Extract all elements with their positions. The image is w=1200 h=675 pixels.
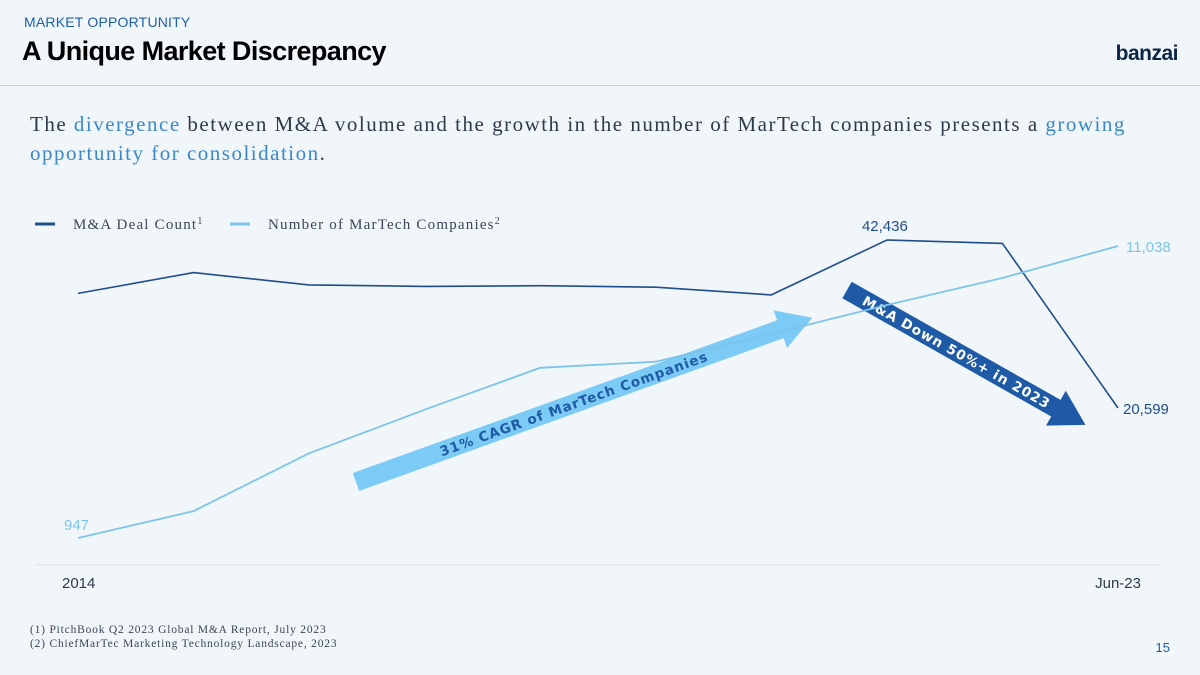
- section-eyebrow: MARKET OPPORTUNITY: [24, 14, 191, 30]
- page-title: A Unique Market Discrepancy: [22, 36, 387, 66]
- cagr-arrow: 31% CAGR of MarTech Companies: [352, 310, 813, 491]
- subtitle-highlight-opportunity: growing opportunity for consolidation: [30, 112, 1126, 165]
- chart-legend: M&A Deal Count1 Number of MarTech Compani…: [35, 216, 501, 234]
- x-label-end: Jun-23: [1095, 575, 1141, 592]
- decline-arrow-label: M&A Down 50%+ in 2023: [859, 293, 1053, 412]
- data-label-ma-peak: 42,436: [862, 218, 908, 235]
- data-label-martech-start: 947: [64, 517, 89, 534]
- subtitle-highlight-divergence: divergence: [73, 112, 181, 136]
- decline-arrow-shape: [842, 281, 1086, 426]
- annotation-arrows: 31% CAGR of MarTech Companies M&A Down 50…: [352, 281, 1086, 491]
- legend-ma-deal-count-label: M&A Deal Count1: [73, 216, 204, 234]
- series-line-martech-companies: [77, 245, 1119, 539]
- footnote-2: (2) ChiefMarTec Marketing Technology Lan…: [30, 638, 338, 650]
- x-axis-labels: 2014 Jun-23: [62, 575, 1141, 592]
- data-label-ma-end: 20,599: [1123, 401, 1169, 418]
- footnote-1: (1) PitchBook Q2 2023 Global M&A Report,…: [30, 624, 327, 636]
- data-label-martech-end: 11,038: [1126, 239, 1171, 256]
- brand-logo: banzai: [1115, 42, 1179, 65]
- footnotes: (1) PitchBook Q2 2023 Global M&A Report,…: [30, 623, 337, 651]
- data-labels: 42,436 20,599 947 11,038: [64, 218, 1171, 534]
- chart-series: [77, 239, 1119, 539]
- x-label-start: 2014: [62, 575, 95, 592]
- series-line-ma-deal-count: [77, 239, 1119, 409]
- page-number: 15: [1155, 640, 1170, 655]
- subtitle-part3: .: [319, 141, 327, 165]
- cagr-arrow-shape: [352, 310, 813, 491]
- header-divider: [0, 85, 1200, 86]
- legend-martech-companies-label: Number of MarTech Companies2: [268, 216, 501, 234]
- decline-arrow: M&A Down 50%+ in 2023: [842, 281, 1086, 426]
- subtitle: The divergence between M&A volume and th…: [30, 110, 1180, 168]
- subtitle-part2: between M&A volume and the growth in the…: [180, 112, 1046, 136]
- subtitle-part1: The: [30, 112, 74, 136]
